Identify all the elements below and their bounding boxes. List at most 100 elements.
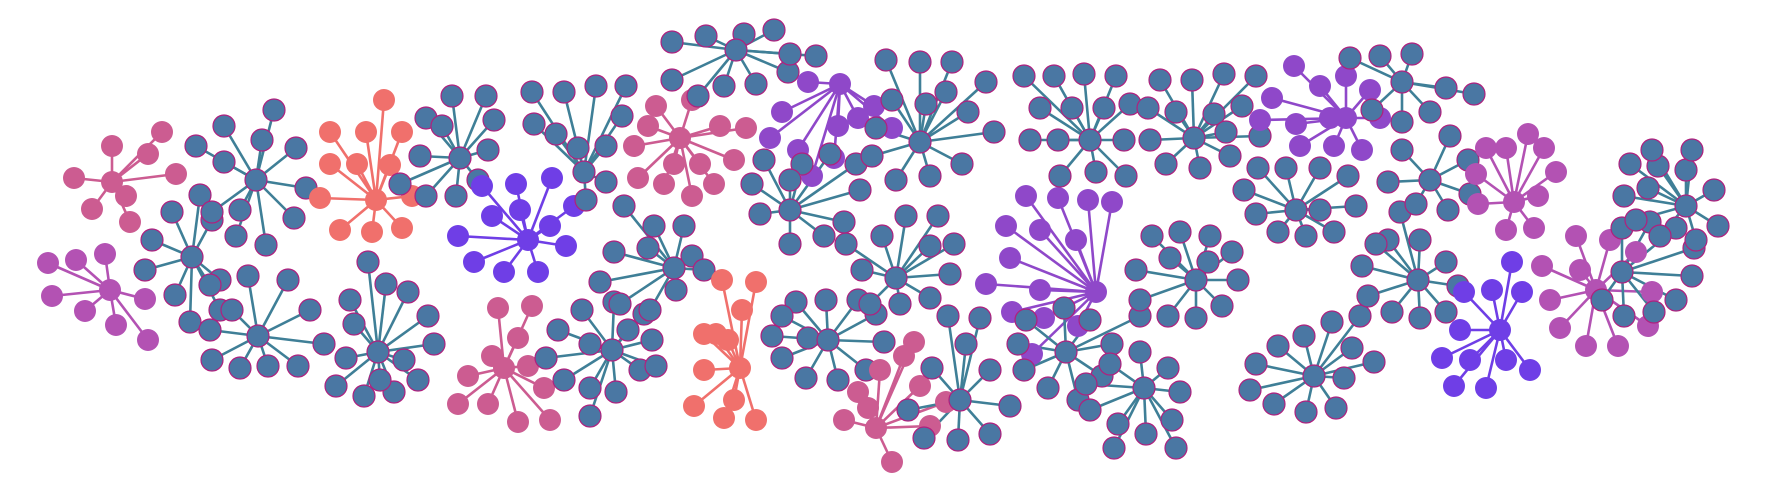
leaf-node bbox=[1462, 82, 1486, 106]
leaf-node bbox=[1249, 109, 1271, 131]
leaf-node bbox=[198, 273, 222, 297]
leaf-node bbox=[94, 243, 116, 265]
edge bbox=[958, 317, 982, 401]
leaf-node bbox=[1360, 98, 1384, 122]
edge bbox=[1512, 133, 1530, 203]
edge bbox=[720, 279, 742, 369]
leaf-node bbox=[778, 232, 802, 256]
leaf-node bbox=[574, 188, 598, 212]
leaf-node bbox=[212, 150, 236, 174]
hub-node bbox=[1085, 281, 1107, 303]
leaf-node bbox=[975, 273, 997, 295]
leaf-node bbox=[1453, 281, 1475, 303]
leaf-node bbox=[1625, 241, 1647, 263]
leaf-node bbox=[1511, 281, 1533, 303]
hub-node bbox=[1503, 191, 1525, 213]
leaf-node bbox=[578, 376, 602, 400]
leaf-node bbox=[284, 136, 308, 160]
leaf-node bbox=[745, 271, 767, 293]
edge bbox=[789, 188, 861, 212]
leaf-node bbox=[723, 389, 745, 411]
leaf-node bbox=[1134, 422, 1158, 446]
leaf-node bbox=[936, 304, 960, 328]
leaf-node bbox=[1033, 307, 1055, 329]
leaf-node bbox=[1408, 228, 1432, 252]
leaf-node bbox=[1642, 300, 1666, 324]
leaf-node bbox=[693, 323, 715, 345]
leaf-node bbox=[920, 356, 944, 380]
edge bbox=[946, 315, 962, 401]
leaf-node bbox=[594, 170, 618, 194]
hub-node bbox=[865, 417, 887, 439]
leaf-node bbox=[520, 80, 544, 104]
leaf-node bbox=[858, 292, 882, 316]
leaf-node bbox=[1148, 68, 1172, 92]
leaf-node bbox=[874, 48, 898, 72]
leaf-node bbox=[1607, 335, 1629, 357]
leaf-node bbox=[262, 98, 286, 122]
leaf-node bbox=[681, 185, 703, 207]
leaf-node bbox=[250, 128, 274, 152]
edge bbox=[1005, 224, 1097, 294]
leaf-node bbox=[1164, 100, 1188, 124]
leaf-node bbox=[1459, 349, 1481, 371]
leaf-node bbox=[1210, 294, 1234, 318]
leaf-node bbox=[552, 368, 576, 392]
hub-node bbox=[99, 279, 121, 301]
leaf-node bbox=[1029, 219, 1051, 241]
leaf-node bbox=[1467, 193, 1489, 215]
leaf-node bbox=[1294, 400, 1318, 424]
leaf-node bbox=[391, 121, 413, 143]
leaf-node bbox=[804, 44, 828, 68]
leaf-node bbox=[1028, 96, 1052, 120]
leaf-node bbox=[578, 332, 602, 356]
leaf-node bbox=[570, 298, 594, 322]
leaf-node bbox=[683, 395, 705, 417]
leaf-node bbox=[463, 251, 485, 273]
leaf-node bbox=[863, 95, 885, 117]
leaf-node bbox=[946, 428, 970, 452]
leaf-node bbox=[740, 172, 764, 196]
leaf-node bbox=[827, 115, 849, 137]
leaf-node bbox=[151, 121, 173, 143]
edge bbox=[894, 215, 940, 279]
leaf-node bbox=[1575, 335, 1597, 357]
leaf-node bbox=[1052, 296, 1076, 320]
leaf-node bbox=[881, 117, 903, 139]
leaf-node bbox=[1495, 137, 1517, 159]
leaf-node bbox=[744, 72, 768, 96]
hub-node bbox=[1054, 340, 1078, 364]
hub-node bbox=[829, 73, 851, 95]
leaf-node bbox=[1154, 152, 1178, 176]
hub-node bbox=[366, 340, 390, 364]
leaf-node bbox=[355, 121, 377, 143]
leaf-node bbox=[1434, 76, 1458, 100]
leaf-node bbox=[1531, 255, 1553, 277]
edge bbox=[1398, 211, 1420, 281]
leaf-node bbox=[1244, 202, 1268, 226]
leaf-node bbox=[1077, 189, 1099, 211]
leaf-node bbox=[319, 121, 341, 143]
leaf-node bbox=[914, 92, 938, 116]
leaf-node bbox=[784, 290, 808, 314]
leaf-node bbox=[918, 234, 942, 258]
leaf-node bbox=[934, 80, 958, 104]
leaf-node bbox=[361, 221, 383, 243]
leaf-node bbox=[1390, 138, 1414, 162]
leaf-node bbox=[392, 348, 416, 372]
leaf-node bbox=[352, 384, 376, 408]
leaf-node bbox=[1230, 94, 1254, 118]
leaf-node bbox=[1047, 187, 1069, 209]
hub-node bbox=[884, 266, 908, 290]
leaf-node bbox=[1539, 289, 1561, 311]
leaf-node bbox=[869, 359, 891, 381]
leaf-node bbox=[286, 354, 310, 378]
leaf-node bbox=[847, 381, 869, 403]
leaf-node bbox=[1294, 224, 1318, 248]
leaf-node bbox=[1320, 310, 1344, 334]
leaf-node bbox=[101, 135, 123, 157]
leaf-node bbox=[482, 108, 506, 132]
leaf-node bbox=[745, 409, 767, 431]
leaf-node bbox=[1309, 75, 1331, 97]
